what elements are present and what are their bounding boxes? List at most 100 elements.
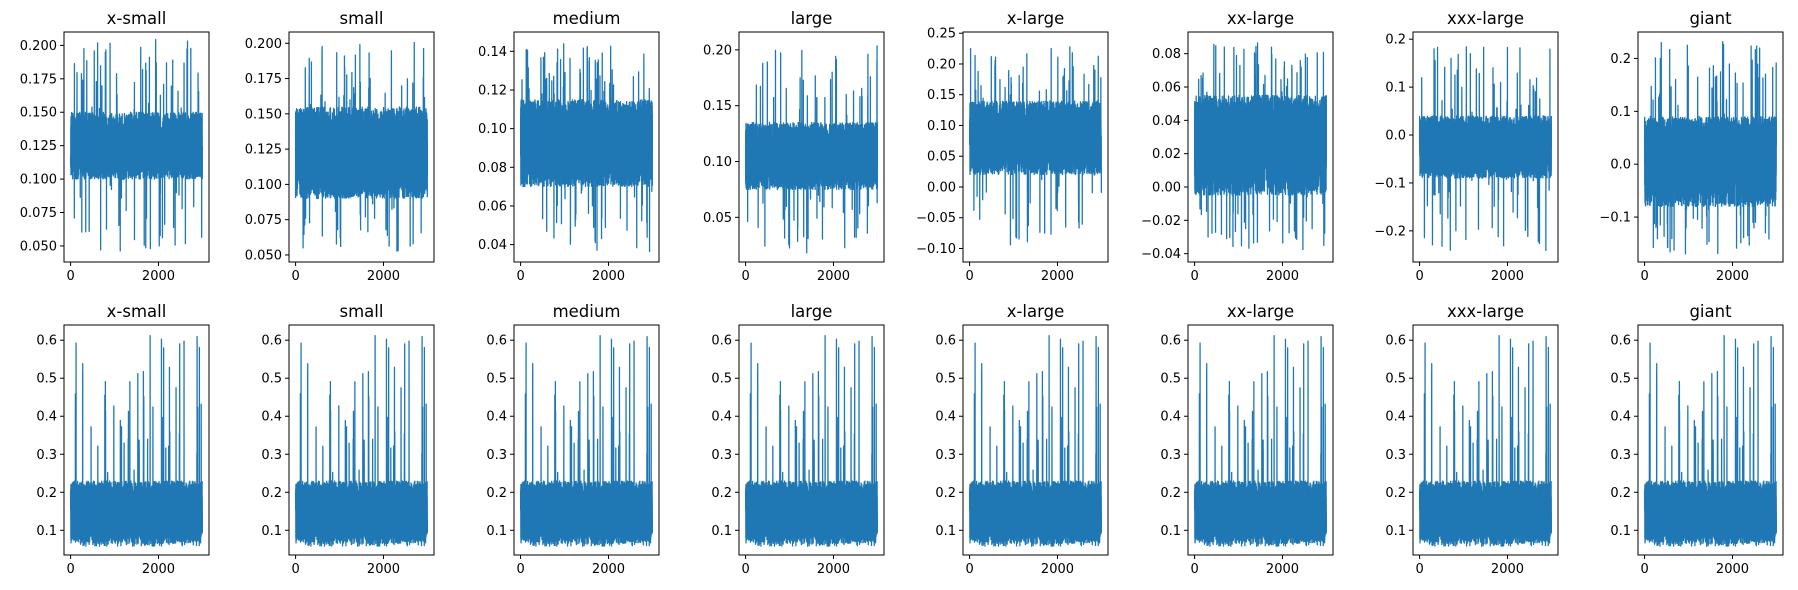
y-tick-label: 0.08 <box>478 161 507 176</box>
x-tick-label: 0 <box>741 562 749 577</box>
y-tick-label: −0.05 <box>916 211 956 226</box>
y-tick-label: 0.125 <box>20 139 57 154</box>
subplot-2-4: large 0.1 0.2 0.3 0.4 0.5 0.6 0 2000 <box>711 302 885 577</box>
subplot-title: large <box>791 9 833 28</box>
y-tick-label: 0.150 <box>20 106 57 121</box>
x-tick-label: 0 <box>1190 562 1198 577</box>
y-tick-label: 0.150 <box>245 107 282 122</box>
y-tick-label: 0.06 <box>1152 81 1181 96</box>
x-tick-label: 0 <box>291 269 299 284</box>
y-tick-label: 0.5 <box>1385 372 1406 387</box>
axes-frame <box>738 324 885 556</box>
series-line <box>1418 334 1553 547</box>
axes-frame <box>63 324 210 556</box>
y-tick-label: 0.04 <box>478 238 507 253</box>
series-line <box>968 334 1103 547</box>
y-tick-label: 0.1 <box>36 524 57 539</box>
axes-frame <box>513 31 660 263</box>
y-tick-label: 0.3 <box>1385 448 1406 463</box>
subplot-title: large <box>791 302 833 321</box>
x-tick-label: 2000 <box>1266 269 1299 284</box>
x-tick-label: 2000 <box>1716 562 1749 577</box>
y-tick-label: 0.5 <box>935 372 956 387</box>
subplot-1-2: small 0.050 0.075 0.100 0.125 0.150 0.175 0.200… <box>245 9 435 284</box>
axes-frame <box>63 31 210 263</box>
x-tick-label: 0 <box>66 269 74 284</box>
y-tick-label: −0.1 <box>1374 176 1406 191</box>
y-tick-label: 0.075 <box>245 213 282 228</box>
y-tick-label: 0.05 <box>703 211 732 226</box>
subplot-2-6: xx-large 0.1 0.2 0.3 0.4 0.5 0.6 0 2000 <box>1160 302 1334 577</box>
y-tick-label: 0.175 <box>20 72 57 87</box>
y-tick-label: −0.1 <box>1599 211 1631 226</box>
y-tick-label: 0.2 <box>935 486 956 501</box>
x-tick-label: 2000 <box>367 269 400 284</box>
y-tick-label: −0.2 <box>1374 224 1406 239</box>
y-tick-label: 0.2 <box>1610 52 1631 67</box>
y-tick-label: 0.06 <box>478 199 507 214</box>
y-tick-label: 0.12 <box>478 83 507 98</box>
y-tick-label: −0.10 <box>916 242 956 257</box>
subplot-1-1: x-small 0.050 0.075 0.100 0.125 0.150 0.175 0.2… <box>20 9 210 284</box>
subplot-title: small <box>340 9 384 28</box>
x-tick-label: 0 <box>1415 562 1423 577</box>
y-tick-label: 0.6 <box>36 334 57 349</box>
series-line <box>69 39 204 252</box>
axes-frame <box>1412 324 1559 556</box>
y-tick-label: 0.14 <box>478 45 507 60</box>
axes-frame <box>1187 31 1334 263</box>
y-tick-label: 0.2 <box>1160 486 1181 501</box>
axes-frame <box>962 324 1109 556</box>
series-line <box>294 334 429 547</box>
y-tick-label: 0.3 <box>1160 448 1181 463</box>
axes-frame <box>1637 31 1784 263</box>
series-line <box>1193 334 1328 547</box>
y-tick-label: 0.100 <box>245 178 282 193</box>
y-tick-label: 0.5 <box>36 372 57 387</box>
x-tick-label: 2000 <box>1716 269 1749 284</box>
subplot-2-1: x-small 0.1 0.2 0.3 0.4 0.5 0.6 0 2000 <box>36 302 210 577</box>
y-tick-label: 0.2 <box>261 486 282 501</box>
subplot-1-4: large 0.05 0.10 0.15 0.20 0 2000 <box>703 9 885 284</box>
y-tick-label: 0.125 <box>245 143 282 158</box>
y-tick-label: 0.1 <box>261 524 282 539</box>
series-line <box>294 41 429 252</box>
x-tick-label: 0 <box>965 269 973 284</box>
subplot-1-5: x-large −0.10 −0.05 0.00 0.05 0.10 0.15 0.20 0.2… <box>916 9 1109 284</box>
subplot-title: x-small <box>107 302 167 321</box>
y-tick-label: 0.10 <box>478 122 507 137</box>
series-line <box>69 334 204 547</box>
subplot-2-5: x-large 0.1 0.2 0.3 0.4 0.5 0.6 0 2000 <box>935 302 1109 577</box>
y-tick-label: 0.1 <box>1610 105 1631 120</box>
y-tick-label: 0.4 <box>711 410 732 425</box>
y-tick-label: −0.02 <box>1141 214 1181 229</box>
y-tick-label: 0.6 <box>1385 334 1406 349</box>
y-tick-label: 0.04 <box>1152 114 1181 129</box>
series-line <box>1418 46 1553 252</box>
x-tick-label: 2000 <box>592 562 625 577</box>
y-tick-label: 0.5 <box>261 372 282 387</box>
x-tick-label: 2000 <box>1491 562 1524 577</box>
axes-frame <box>738 31 885 263</box>
y-tick-label: 0.15 <box>703 99 732 114</box>
subplot-title: small <box>340 302 384 321</box>
y-tick-label: 0.15 <box>927 88 956 103</box>
y-tick-label: 0.10 <box>927 119 956 134</box>
y-tick-label: 0.05 <box>927 150 956 165</box>
y-tick-label: 0.100 <box>20 173 57 188</box>
subplot-2-7: xxx-large 0.1 0.2 0.3 0.4 0.5 0.6 0 2000 <box>1385 302 1559 577</box>
y-tick-label: 0.4 <box>261 410 282 425</box>
y-tick-label: 0.3 <box>486 448 507 463</box>
y-tick-label: 0.08 <box>1152 47 1181 62</box>
y-tick-label: 0.4 <box>1610 410 1631 425</box>
y-tick-label: 0.6 <box>935 334 956 349</box>
y-tick-label: 0.2 <box>1385 33 1406 48</box>
y-tick-label: 0.20 <box>703 43 732 58</box>
y-tick-label: 0.1 <box>1385 524 1406 539</box>
subplot-title: medium <box>553 302 621 321</box>
y-tick-label: 0.3 <box>36 448 57 463</box>
series-line <box>968 46 1103 246</box>
axes-frame <box>962 31 1109 263</box>
x-tick-label: 0 <box>1640 562 1648 577</box>
subplot-1-3: medium 0.04 0.06 0.08 0.10 0.12 0.14 0 2000 <box>478 9 660 284</box>
